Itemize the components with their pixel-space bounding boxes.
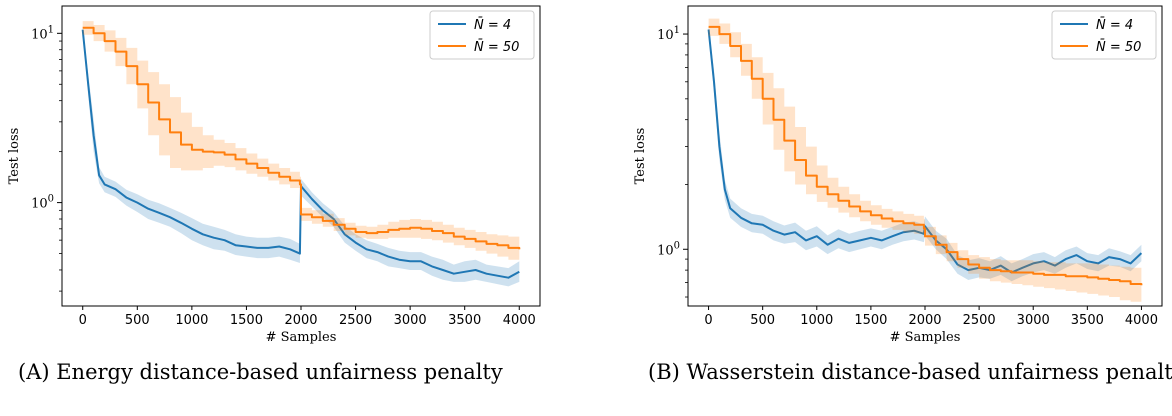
x-tick-label: 1500 [230,313,263,328]
x-tick-label: 3500 [448,313,481,328]
y-tick-exponent: 1 [674,25,680,36]
plot-area [81,21,521,287]
x-tick-label: 4000 [503,313,536,328]
x-tick-label: 1000 [800,313,833,328]
y-tick-label: 101 [31,24,54,42]
series-2-line [708,25,1143,286]
x-tick-label: 3000 [394,313,427,328]
series-2-line [82,26,521,250]
plot-area [707,18,1143,304]
x-axis-label: # Samples [890,330,961,345]
x-tick-label: 0 [79,313,87,328]
y-axis-label: Test loss [7,128,22,185]
chart-panel-b: 0 500 1000 1500 2000 2500 3000 3500 4000 100 101 # … [633,5,1163,345]
legend: N̄ = 4 N̄ = 50 [429,10,535,60]
x-tick-label: 0 [704,313,712,328]
series-2-band [708,18,1142,304]
legend: N̄ = 4 N̄ = 50 [1051,10,1157,60]
legend-label-2: N̄ = 50 [1096,40,1141,55]
x-tick-label: 2500 [963,313,996,328]
y-tick-label: 100 [657,240,680,258]
x-tick-label: 2000 [908,313,941,328]
x-tick-label: 2000 [284,313,317,328]
series-1-band [82,27,520,287]
y-tick-exponent: 1 [48,24,54,35]
series-1-line [81,29,520,279]
y-axis-label: Test loss [633,128,648,185]
legend-label-1: N̄ = 4 [474,18,511,33]
y-tick-label: 100 [31,194,54,212]
figure: 0 500 1000 1500 2000 2500 3000 3500 4000100101# … [7,5,1163,345]
x-tick-label: 1000 [175,313,208,328]
legend-label-1: N̄ = 4 [1096,18,1133,33]
x-tick-label: 3000 [1017,313,1050,328]
x-tick-label: 1500 [854,313,887,328]
y-tick-exponent: 0 [48,194,54,205]
x-tick-label: 500 [750,313,775,328]
y-tick-label: 101 [657,25,680,43]
caption-a: (A) Energy distance-based unfairness pen… [18,360,503,384]
x-axis-label: # Samples [266,330,337,345]
x-tick-label: 3500 [1071,313,1104,328]
x-tick-label: 500 [125,313,150,328]
x-tick-label: 2500 [339,313,372,328]
legend-label-2: N̄ = 50 [474,40,519,55]
chart-panel-a: 0 500 1000 1500 2000 2500 3000 3500 4000 100 101 # … [7,5,541,345]
x-tick-label: 4000 [1125,313,1158,328]
series-1-line [707,29,1143,274]
caption-b: (B) Wasserstein distance-based unfairnes… [648,360,1172,384]
y-tick-exponent: 0 [674,240,680,251]
